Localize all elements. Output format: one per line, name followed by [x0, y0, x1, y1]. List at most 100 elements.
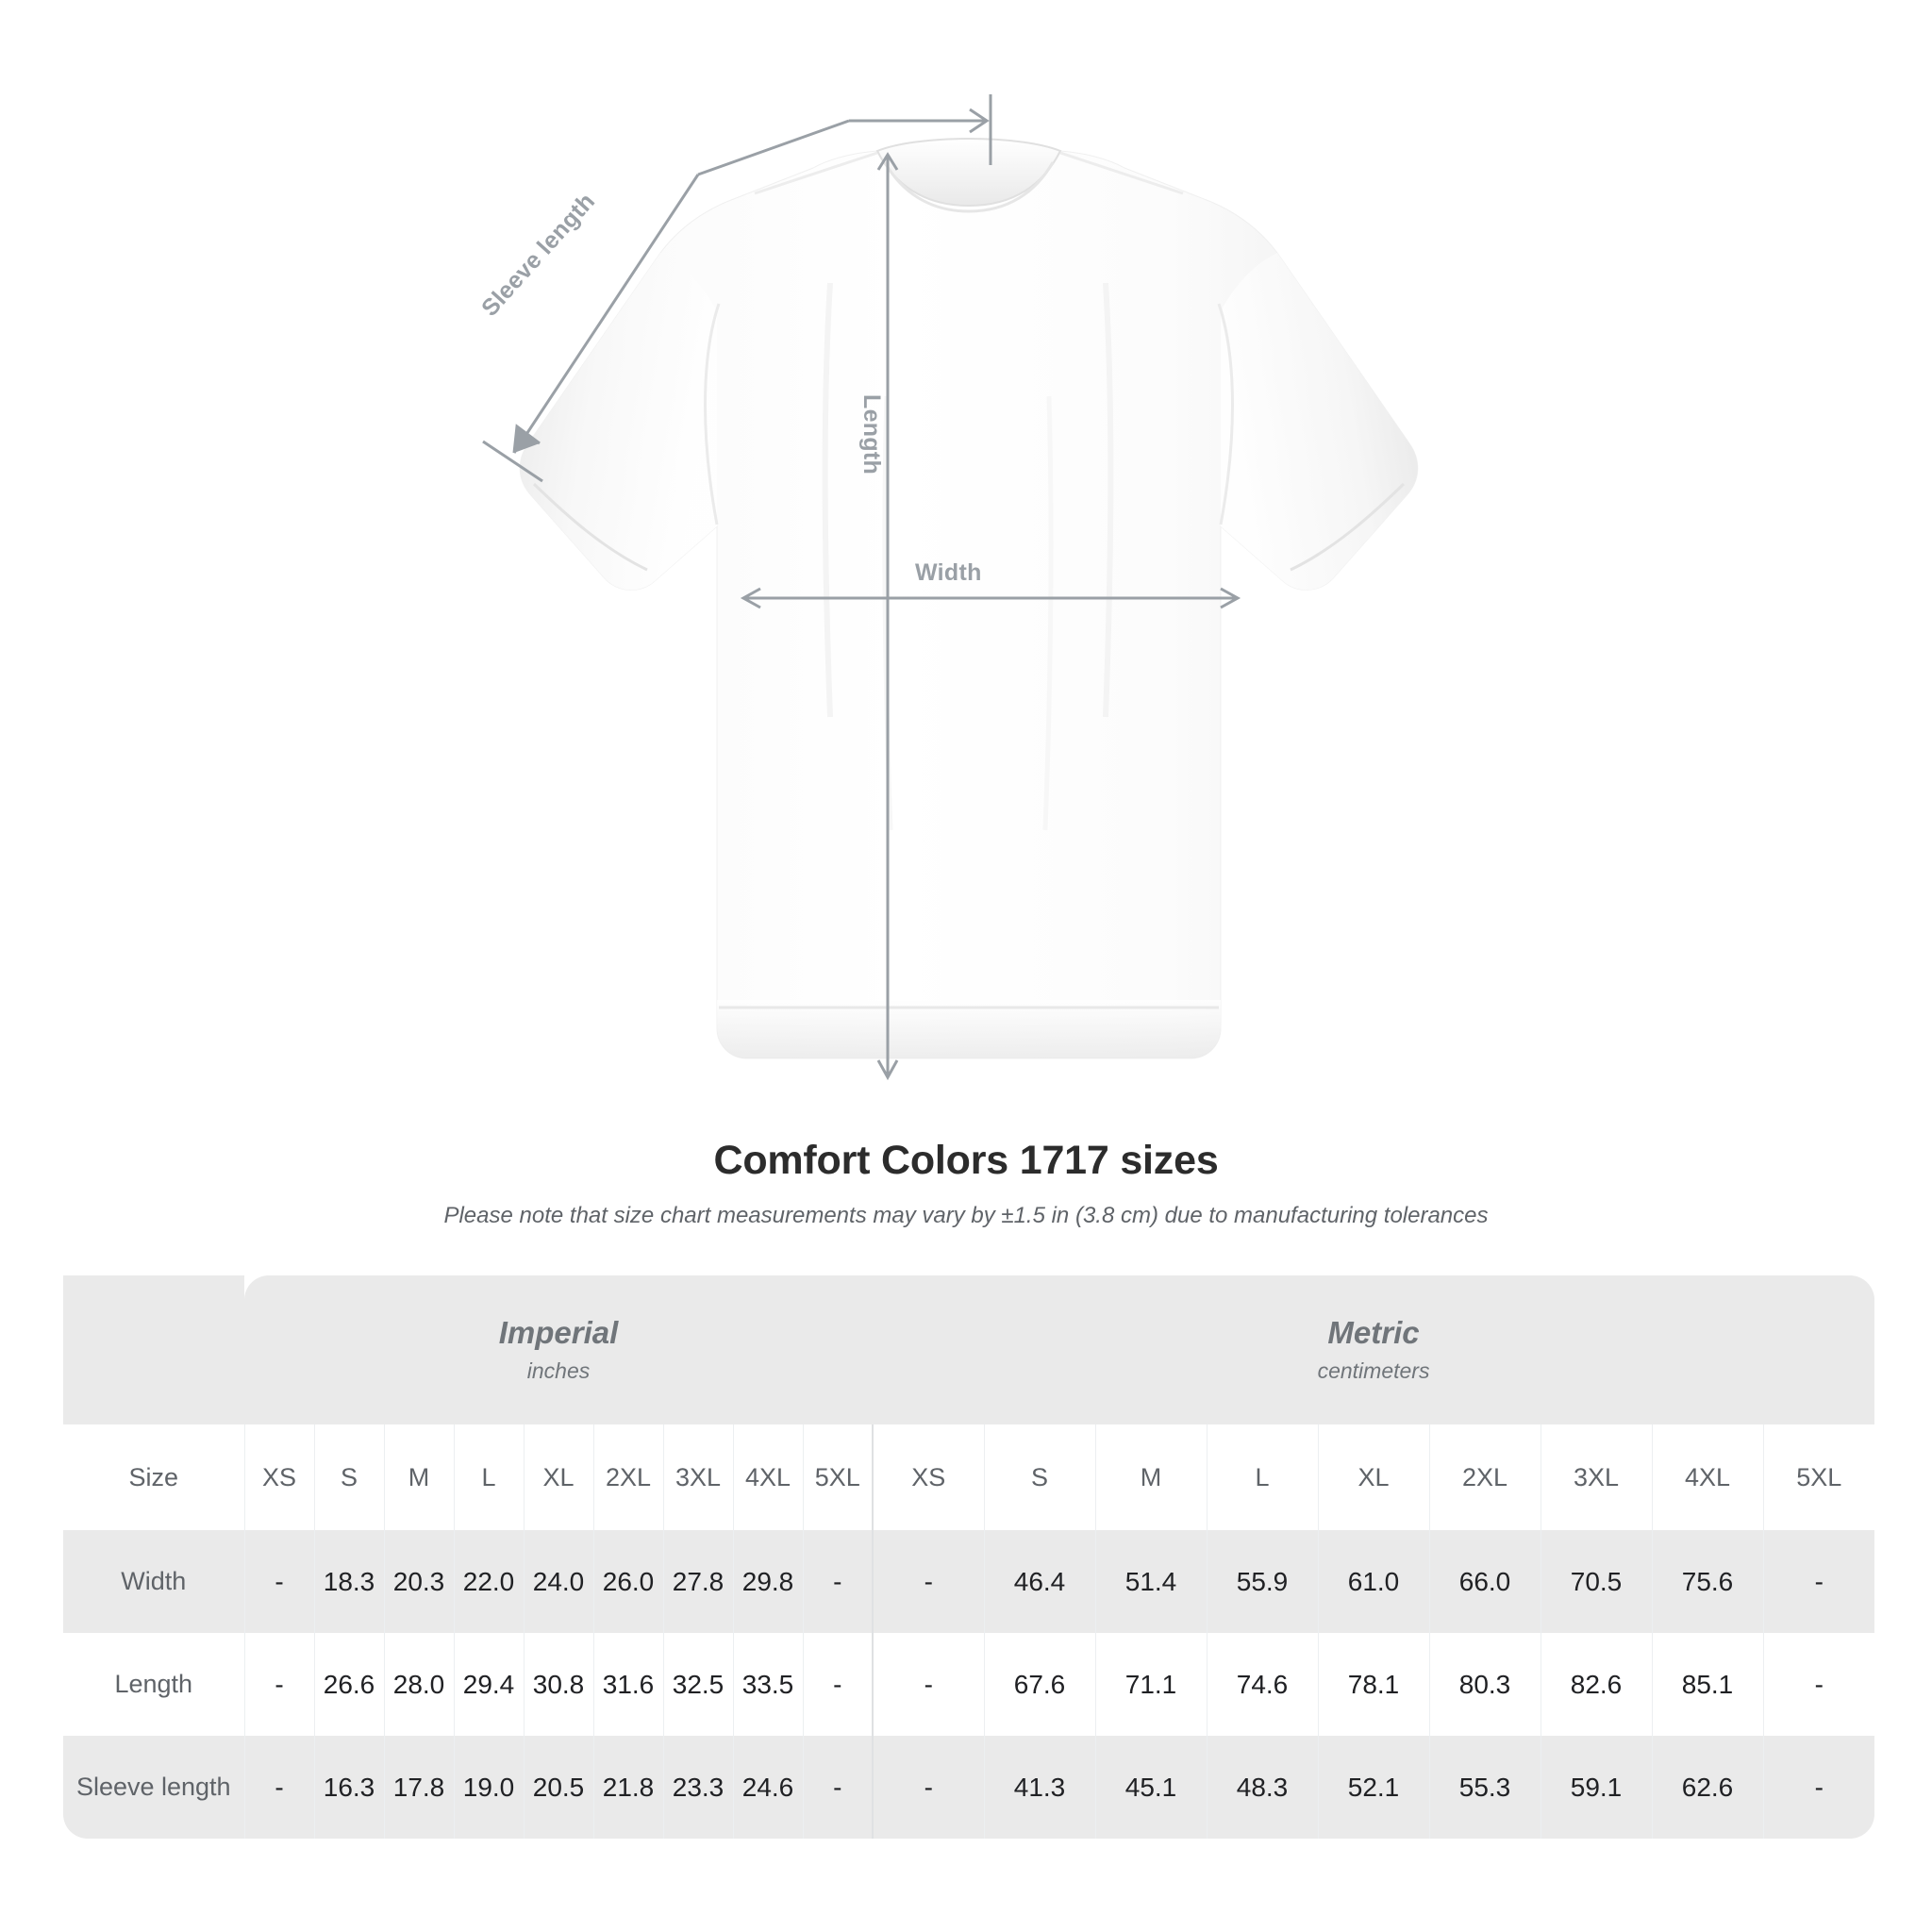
cell-sleeve-imperial-4xl: 24.6	[732, 1736, 803, 1839]
size-header-imperial-3xl: 3XL	[662, 1424, 733, 1530]
cell-length-metric-5xl: -	[1762, 1633, 1875, 1736]
title-block: Comfort Colors 1717 sizes Please note th…	[0, 1137, 1932, 1230]
cell-length-metric-2xl: 80.3	[1428, 1633, 1541, 1736]
cell-sleeve-imperial-l: 19.0	[453, 1736, 524, 1839]
size-header-imperial-m: M	[383, 1424, 454, 1530]
cell-sleeve-metric-m: 45.1	[1094, 1736, 1207, 1839]
size-header-imperial-4xl: 4XL	[732, 1424, 803, 1530]
size-header-metric-3xl: 3XL	[1540, 1424, 1652, 1530]
cell-sleeve-imperial-m: 17.8	[383, 1736, 454, 1839]
cell-length-imperial-3xl: 32.5	[662, 1633, 733, 1736]
size-header-metric-2xl: 2XL	[1428, 1424, 1541, 1530]
cell-width-metric-2xl: 66.0	[1428, 1530, 1541, 1633]
cell-width-metric-l: 55.9	[1206, 1530, 1318, 1633]
unit-sub-metric: centimeters	[1317, 1357, 1430, 1383]
size-header-metric-4xl: 4XL	[1651, 1424, 1763, 1530]
size-header-imperial-s: S	[313, 1424, 384, 1530]
cell-sleeve-metric-xl: 52.1	[1317, 1736, 1429, 1839]
cell-length-metric-xs: -	[872, 1633, 984, 1736]
cell-sleeve-metric-2xl: 55.3	[1428, 1736, 1541, 1839]
cell-width-metric-3xl: 70.5	[1540, 1530, 1652, 1633]
cell-length-imperial-s: 26.6	[313, 1633, 384, 1736]
cell-sleeve-metric-l: 48.3	[1206, 1736, 1318, 1839]
cell-width-imperial-3xl: 27.8	[662, 1530, 733, 1633]
cell-length-metric-m: 71.1	[1094, 1633, 1207, 1736]
size-header-metric-m: M	[1094, 1424, 1207, 1530]
size-header-imperial-l: L	[453, 1424, 524, 1530]
width-diagram-label: Width	[915, 559, 982, 586]
cell-sleeve-imperial-xs: -	[243, 1736, 314, 1839]
cell-width-imperial-l: 22.0	[453, 1530, 524, 1633]
cell-width-metric-xs: -	[872, 1530, 984, 1633]
measurement-guides	[482, 94, 1241, 1081]
tshirt-shape	[519, 137, 1419, 1059]
cell-length-metric-xl: 78.1	[1317, 1633, 1429, 1736]
length-diagram-label: Length	[858, 394, 885, 475]
cell-sleeve-metric-xs: -	[872, 1736, 984, 1839]
cell-sleeve-imperial-s: 16.3	[313, 1736, 384, 1839]
cell-width-imperial-xl: 24.0	[523, 1530, 593, 1633]
cell-sleeve-imperial-2xl: 21.8	[592, 1736, 663, 1839]
unit-sub-imperial: inches	[526, 1357, 591, 1383]
cell-sleeve-metric-s: 41.3	[983, 1736, 1095, 1839]
cell-sleeve-metric-3xl: 59.1	[1540, 1736, 1652, 1839]
cell-length-metric-4xl: 85.1	[1651, 1633, 1763, 1736]
cell-width-imperial-s: 18.3	[313, 1530, 384, 1633]
size-label-cell: Size	[63, 1424, 244, 1530]
cell-length-metric-3xl: 82.6	[1540, 1633, 1652, 1736]
page-title: Comfort Colors 1717 sizes	[713, 1138, 1219, 1183]
size-header-imperial-2xl: 2XL	[592, 1424, 663, 1530]
cell-sleeve-imperial-5xl: -	[802, 1736, 873, 1839]
cell-sleeve-imperial-xl: 20.5	[523, 1736, 593, 1839]
size-header-metric-xs: XS	[872, 1424, 984, 1530]
cell-length-imperial-xs: -	[243, 1633, 314, 1736]
tshirt-diagram: Sleeve length Length Width	[476, 94, 1419, 1081]
row-label-width: Width	[63, 1530, 244, 1633]
row-label-length: Length	[63, 1633, 244, 1736]
cell-width-metric-xl: 61.0	[1317, 1530, 1429, 1633]
table-row: Length - 26.6 28.0 29.4 30.8 31.6 32.5 3…	[63, 1633, 1875, 1736]
row-label-sleeve-length: Sleeve length	[63, 1736, 244, 1839]
cell-width-imperial-4xl: 29.8	[732, 1530, 803, 1633]
cell-length-imperial-l: 29.4	[453, 1633, 524, 1736]
unit-spacer-cell	[63, 1275, 244, 1424]
size-header-metric-5xl: 5XL	[1762, 1424, 1875, 1530]
cell-width-metric-4xl: 75.6	[1651, 1530, 1763, 1633]
cell-length-imperial-xl: 30.8	[523, 1633, 593, 1736]
size-header-imperial-5xl: 5XL	[802, 1424, 873, 1530]
unit-name-imperial: Imperial	[498, 1314, 619, 1350]
size-chart-table-wrapper: Imperial inches Metric centimeters Size …	[63, 1275, 1875, 1839]
cell-width-metric-m: 51.4	[1094, 1530, 1207, 1633]
table-row: Width - 18.3 20.3 22.0 24.0 26.0 27.8 29…	[63, 1530, 1875, 1633]
table-row: Sleeve length - 16.3 17.8 19.0 20.5 21.8…	[63, 1736, 1875, 1839]
cell-length-imperial-4xl: 33.5	[732, 1633, 803, 1736]
size-header-imperial-xl: XL	[523, 1424, 593, 1530]
unit-header-metric: Metric centimeters	[873, 1275, 1875, 1424]
cell-width-imperial-2xl: 26.0	[592, 1530, 663, 1633]
cell-sleeve-metric-5xl: -	[1762, 1736, 1875, 1839]
cell-width-metric-s: 46.4	[983, 1530, 1095, 1633]
cell-sleeve-metric-4xl: 62.6	[1651, 1736, 1763, 1839]
unit-name-metric: Metric	[1327, 1314, 1420, 1350]
cell-sleeve-imperial-3xl: 23.3	[662, 1736, 733, 1839]
unit-header-imperial: Imperial inches	[244, 1275, 873, 1424]
tshirt-illustration-svg	[482, 94, 1419, 1081]
size-header-metric-l: L	[1206, 1424, 1318, 1530]
cell-length-imperial-m: 28.0	[383, 1633, 454, 1736]
cell-width-imperial-m: 20.3	[383, 1530, 454, 1633]
unit-header-row: Imperial inches Metric centimeters	[63, 1275, 1875, 1424]
size-chart-table: Imperial inches Metric centimeters Size …	[63, 1275, 1875, 1839]
cell-width-imperial-xs: -	[243, 1530, 314, 1633]
size-header-row: Size XS S M L XL 2XL 3XL 4XL 5XL XS S M …	[63, 1424, 1875, 1530]
size-header-metric-xl: XL	[1317, 1424, 1429, 1530]
cell-length-metric-s: 67.6	[983, 1633, 1095, 1736]
size-header-metric-s: S	[983, 1424, 1095, 1530]
cell-length-metric-l: 74.6	[1206, 1633, 1318, 1736]
tolerance-note: Please note that size chart measurements…	[443, 1202, 1489, 1228]
cell-width-metric-5xl: -	[1762, 1530, 1875, 1633]
size-header-imperial-xs: XS	[243, 1424, 314, 1530]
cell-length-imperial-5xl: -	[802, 1633, 873, 1736]
cell-width-imperial-5xl: -	[802, 1530, 873, 1633]
cell-length-imperial-2xl: 31.6	[592, 1633, 663, 1736]
